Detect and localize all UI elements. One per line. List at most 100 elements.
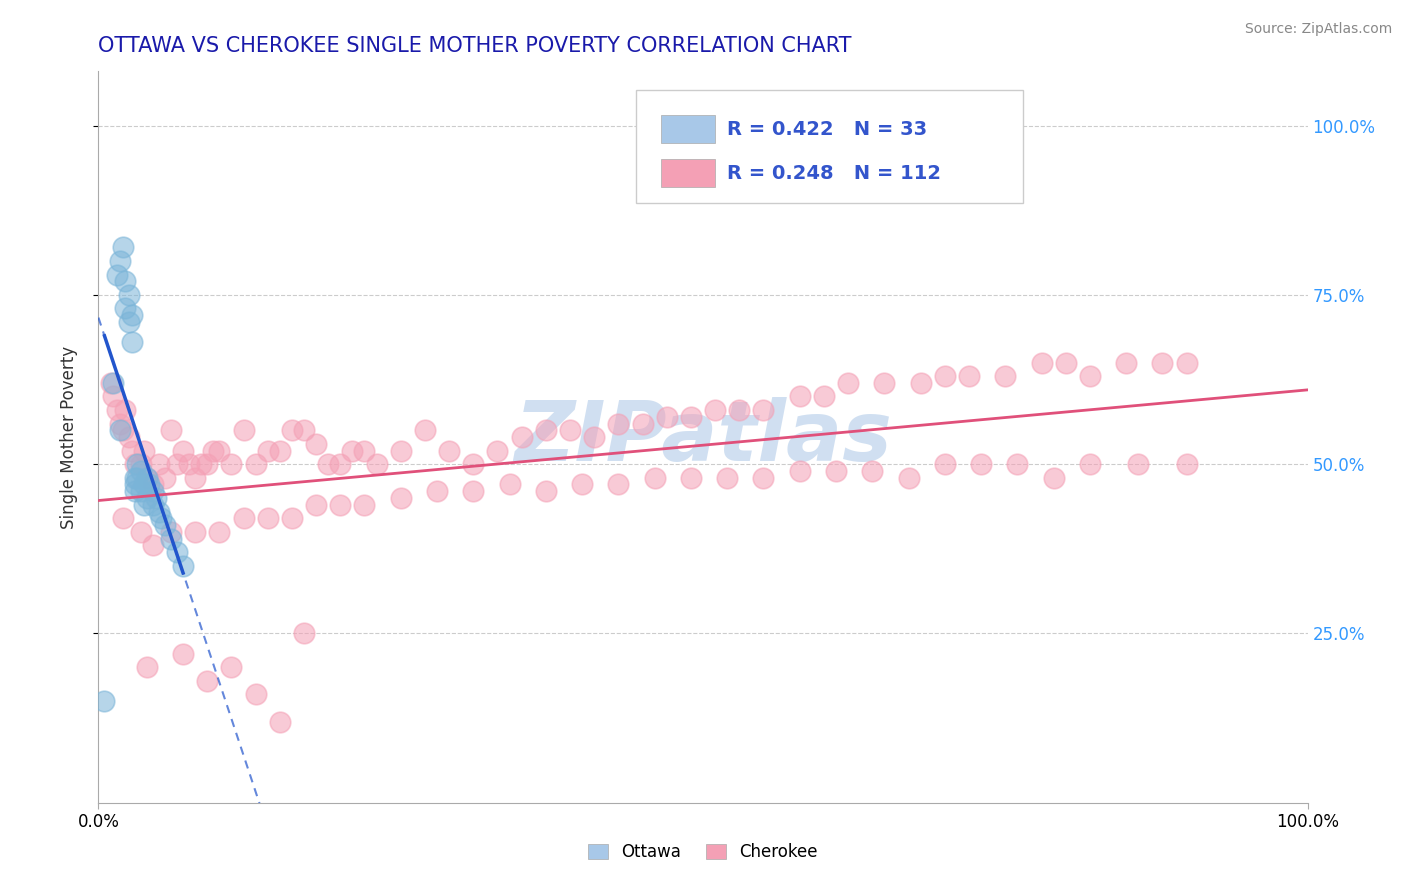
Point xyxy=(135,471,157,485)
Point xyxy=(208,524,231,539)
Point xyxy=(221,660,243,674)
Point xyxy=(910,376,932,390)
Point xyxy=(437,443,460,458)
Point xyxy=(353,443,375,458)
Point xyxy=(100,376,122,390)
Point xyxy=(970,457,993,471)
Point xyxy=(160,532,183,546)
Point xyxy=(463,484,485,499)
Point xyxy=(305,437,328,451)
Point xyxy=(221,457,243,471)
Point xyxy=(184,524,207,539)
Point xyxy=(934,369,956,384)
Point xyxy=(232,423,254,437)
Point xyxy=(463,457,485,471)
Point xyxy=(172,443,194,458)
Point xyxy=(1042,471,1064,485)
Point xyxy=(873,376,896,390)
Point xyxy=(716,471,738,485)
Point xyxy=(353,498,375,512)
Point xyxy=(329,457,352,471)
Point xyxy=(245,688,267,702)
Point xyxy=(486,443,509,458)
Text: ZIPatlas: ZIPatlas xyxy=(515,397,891,477)
Point xyxy=(129,464,152,478)
Point xyxy=(1152,355,1174,369)
Point xyxy=(789,389,811,403)
Point xyxy=(1128,457,1150,471)
Point xyxy=(534,484,557,499)
Point xyxy=(269,443,291,458)
Point xyxy=(127,457,149,471)
Point xyxy=(142,477,165,491)
Point xyxy=(1054,355,1077,369)
Point xyxy=(583,430,606,444)
Point xyxy=(114,403,136,417)
Point xyxy=(153,518,176,533)
Point xyxy=(1078,457,1101,471)
Point xyxy=(813,389,835,403)
FancyBboxPatch shape xyxy=(637,90,1024,203)
Point xyxy=(142,538,165,552)
Point xyxy=(679,409,702,424)
Point xyxy=(208,443,231,458)
Text: R = 0.248   N = 112: R = 0.248 N = 112 xyxy=(727,163,941,183)
Point xyxy=(534,423,557,437)
Point xyxy=(134,477,156,491)
Point xyxy=(269,714,291,729)
Point xyxy=(245,457,267,471)
Point xyxy=(129,484,152,499)
Point xyxy=(148,505,170,519)
Point xyxy=(897,471,920,485)
Point xyxy=(1078,369,1101,384)
Point xyxy=(644,471,666,485)
Point xyxy=(704,403,727,417)
Point xyxy=(135,471,157,485)
Point xyxy=(138,477,160,491)
Point xyxy=(124,484,146,499)
Point xyxy=(135,660,157,674)
Point xyxy=(1031,355,1053,369)
Point xyxy=(93,694,115,708)
Point xyxy=(329,498,352,512)
Point xyxy=(837,376,859,390)
Point xyxy=(121,443,143,458)
Text: OTTAWA VS CHEROKEE SINGLE MOTHER POVERTY CORRELATION CHART: OTTAWA VS CHEROKEE SINGLE MOTHER POVERTY… xyxy=(98,36,852,56)
Point xyxy=(195,673,218,688)
Point xyxy=(607,417,630,431)
Text: R = 0.422   N = 33: R = 0.422 N = 33 xyxy=(727,120,928,138)
Point xyxy=(134,498,156,512)
Point xyxy=(160,423,183,437)
Point xyxy=(679,471,702,485)
Point xyxy=(413,423,436,437)
Point xyxy=(202,443,225,458)
Point xyxy=(111,423,134,437)
Point xyxy=(153,471,176,485)
Point xyxy=(571,477,593,491)
Point xyxy=(934,457,956,471)
Point xyxy=(166,457,188,471)
Point xyxy=(150,511,173,525)
Point xyxy=(389,443,412,458)
Point xyxy=(118,315,141,329)
Point xyxy=(281,423,304,437)
Point xyxy=(281,511,304,525)
Point xyxy=(184,471,207,485)
Point xyxy=(111,511,134,525)
Point xyxy=(121,335,143,350)
Point xyxy=(114,301,136,316)
Point xyxy=(105,268,128,282)
Point xyxy=(342,443,364,458)
Point xyxy=(124,471,146,485)
Point xyxy=(121,308,143,322)
Point xyxy=(631,417,654,431)
Point xyxy=(129,457,152,471)
Point xyxy=(172,647,194,661)
Point xyxy=(148,457,170,471)
Point xyxy=(728,403,751,417)
Bar xyxy=(661,115,716,143)
Point xyxy=(752,471,775,485)
Point xyxy=(160,524,183,539)
Point xyxy=(127,471,149,485)
Point xyxy=(105,403,128,417)
